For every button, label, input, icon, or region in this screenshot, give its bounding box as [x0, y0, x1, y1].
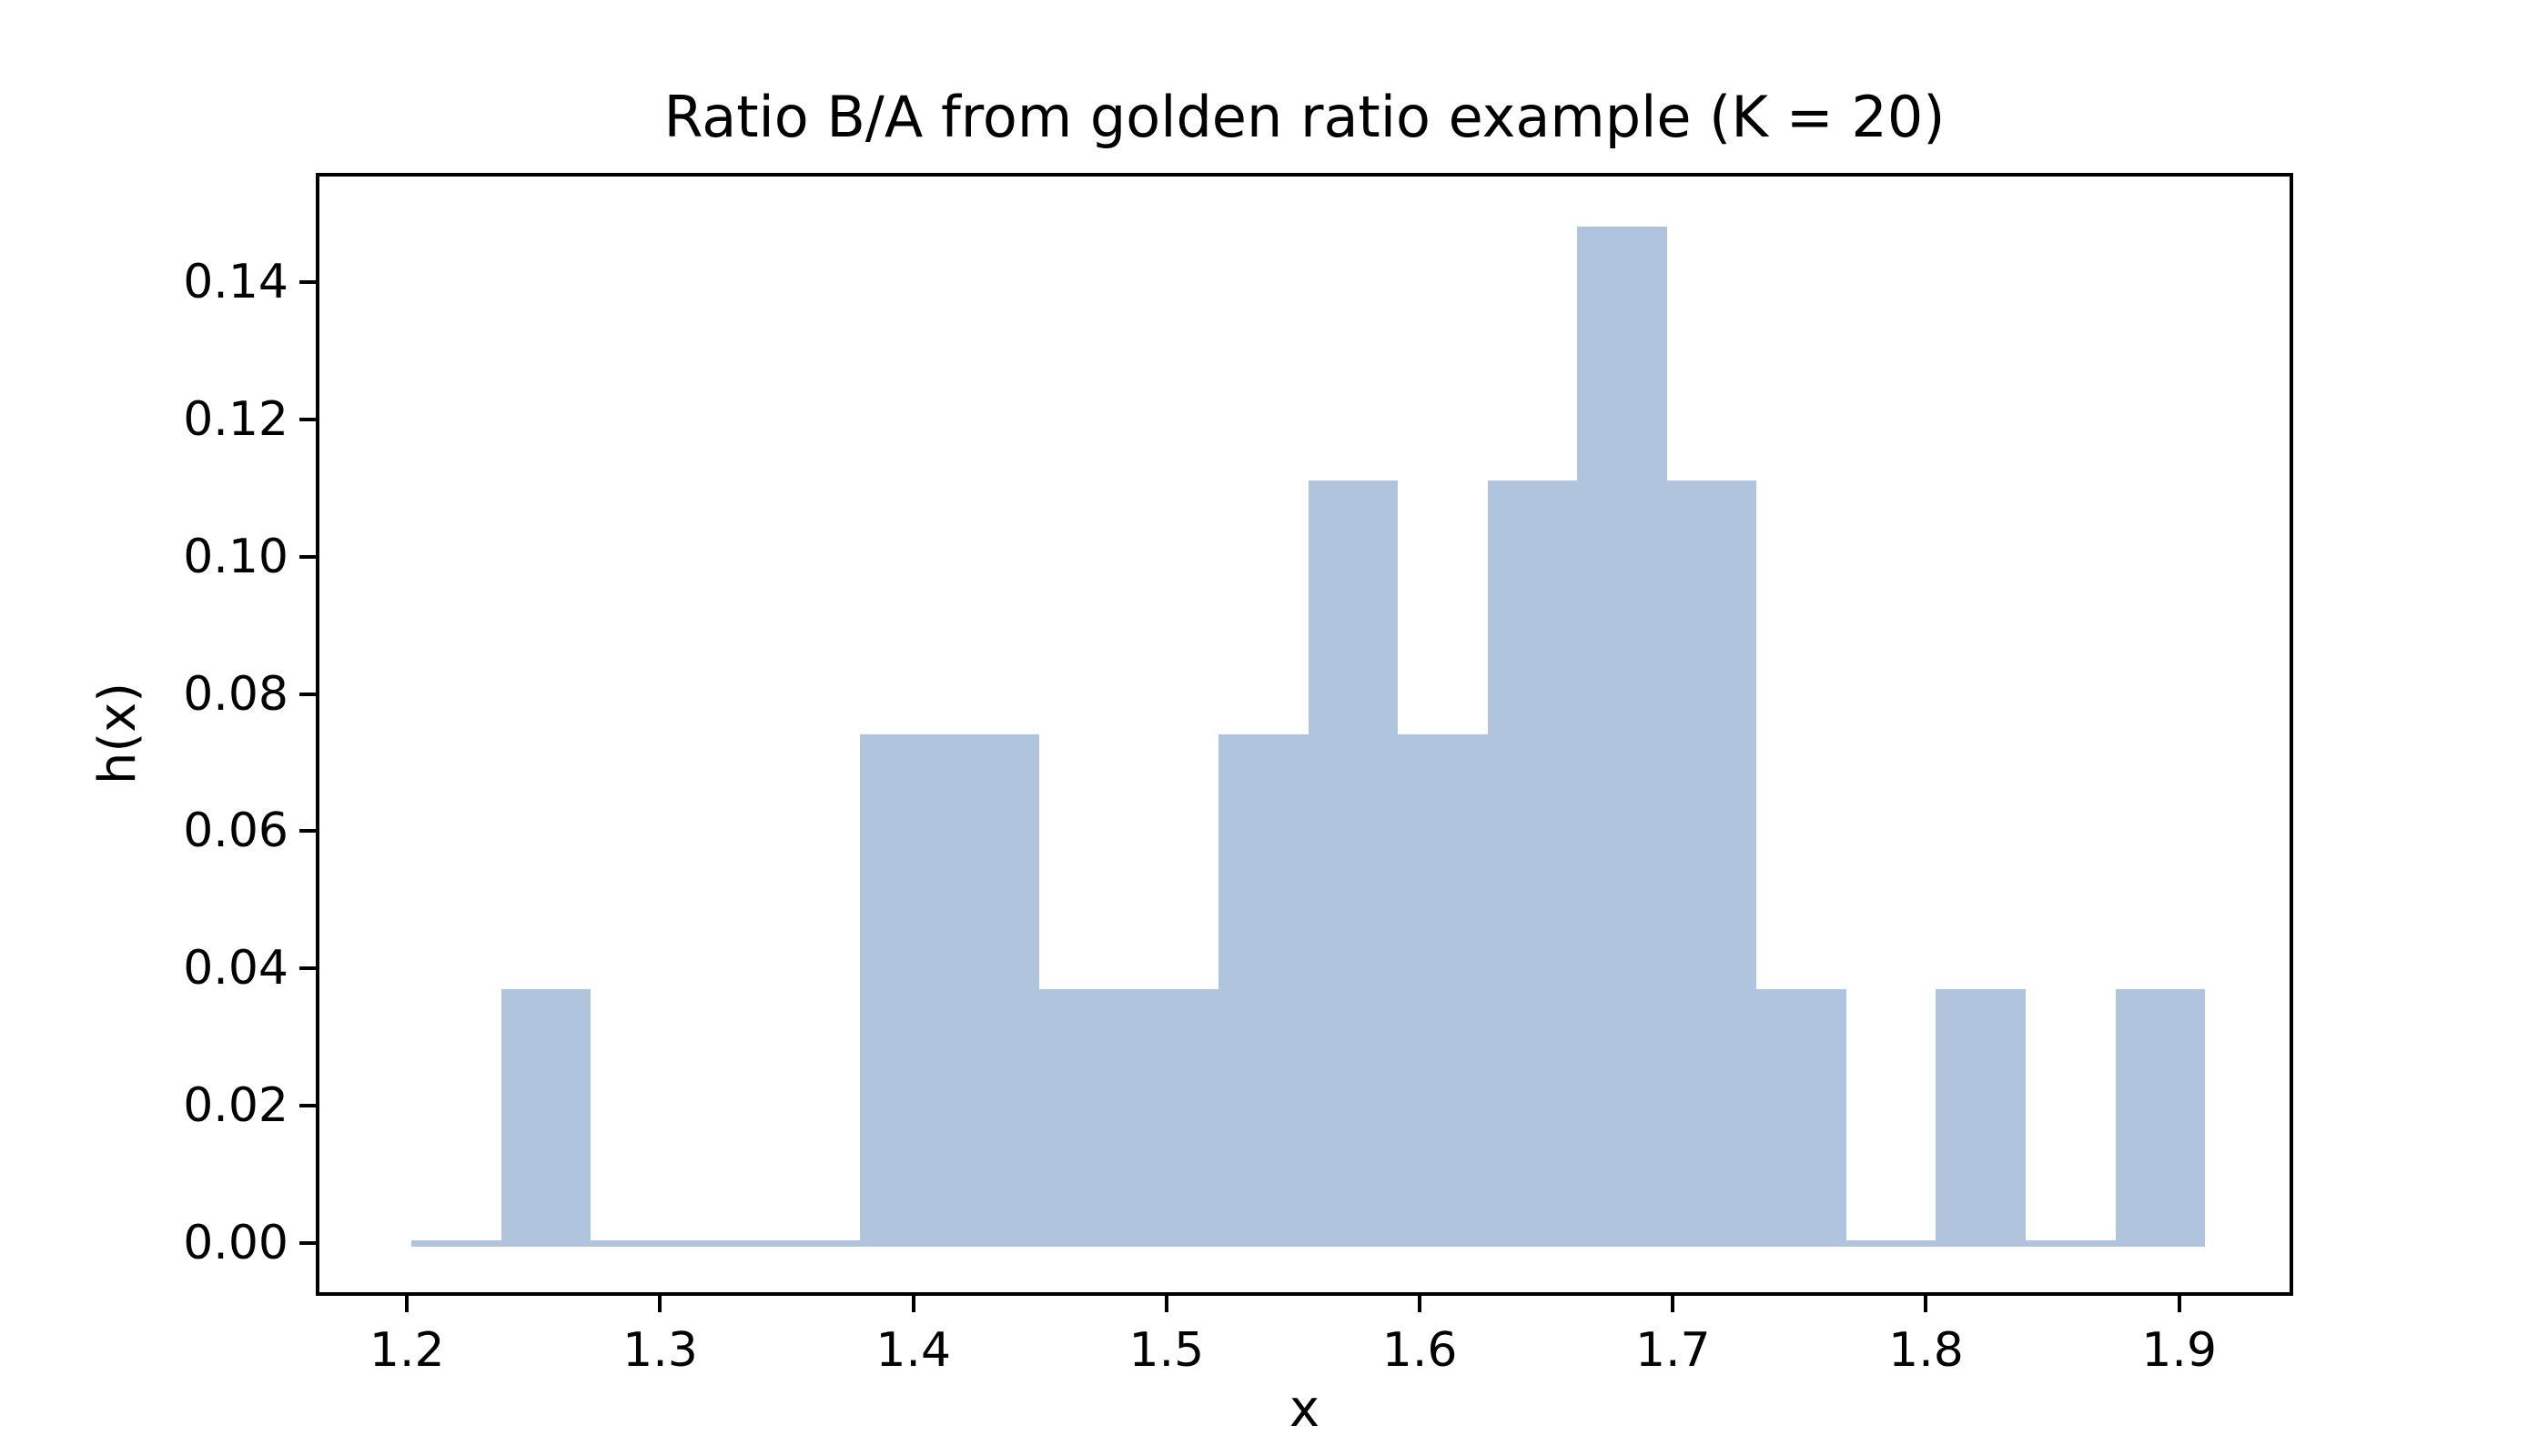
histogram-bar — [1666, 480, 1757, 1247]
y-tick-label: 0.06 — [183, 804, 288, 859]
y-axis-tick — [299, 279, 316, 284]
histogram-bar — [500, 988, 591, 1247]
x-axis-tick — [1164, 1296, 1168, 1312]
y-axis-tick — [299, 966, 316, 971]
histogram-bar — [859, 734, 950, 1247]
y-axis-tick — [299, 692, 316, 696]
x-tick-label: 1.7 — [1634, 1323, 1711, 1378]
y-axis-tick — [299, 1104, 316, 1108]
x-tick-label: 1.8 — [1888, 1323, 1964, 1378]
chart-title: Ratio B/A from golden ratio example (K =… — [663, 84, 1946, 150]
y-tick-label: 0.08 — [183, 666, 288, 722]
y-axis-label: h(x) — [88, 682, 147, 785]
histogram-bar — [1218, 734, 1309, 1247]
x-axis-tick — [2177, 1296, 2181, 1312]
x-axis-tick — [658, 1296, 662, 1312]
histogram-bar — [1936, 988, 2027, 1247]
y-axis-tick — [299, 829, 316, 834]
x-axis-tick — [405, 1296, 410, 1312]
histogram-bar — [1308, 480, 1399, 1247]
y-axis-tick — [299, 554, 316, 559]
histogram-bar — [1398, 734, 1488, 1247]
x-tick-label: 1.9 — [2141, 1323, 2218, 1378]
y-tick-label: 0.12 — [183, 391, 288, 447]
y-tick-label: 0.04 — [183, 941, 288, 996]
y-tick-label: 0.14 — [183, 254, 288, 309]
histogram-bar — [1577, 226, 1667, 1247]
x-tick-label: 1.2 — [369, 1323, 445, 1378]
x-tick-label: 1.6 — [1381, 1323, 1458, 1378]
x-tick-label: 1.4 — [875, 1323, 952, 1378]
x-axis-tick — [1418, 1296, 1422, 1312]
histogram-bar — [1038, 988, 1129, 1247]
histogram-bar — [1756, 988, 1846, 1247]
y-tick-label: 0.00 — [183, 1216, 288, 1271]
y-axis-tick — [299, 1241, 316, 1246]
x-tick-label: 1.5 — [1128, 1323, 1205, 1378]
x-axis-tick — [911, 1296, 915, 1312]
y-tick-label: 0.02 — [183, 1078, 288, 1134]
histogram-bar — [949, 734, 1039, 1247]
y-axis-tick — [299, 417, 316, 421]
y-tick-label: 0.10 — [183, 529, 288, 584]
x-axis-tick — [1671, 1296, 1675, 1312]
histogram-bar — [1487, 480, 1578, 1247]
x-tick-label: 1.3 — [622, 1323, 698, 1378]
x-axis-label: x — [1289, 1380, 1320, 1439]
histogram-bar — [1128, 988, 1218, 1247]
histogram-bar — [2115, 988, 2206, 1247]
x-axis-tick — [1924, 1296, 1928, 1312]
